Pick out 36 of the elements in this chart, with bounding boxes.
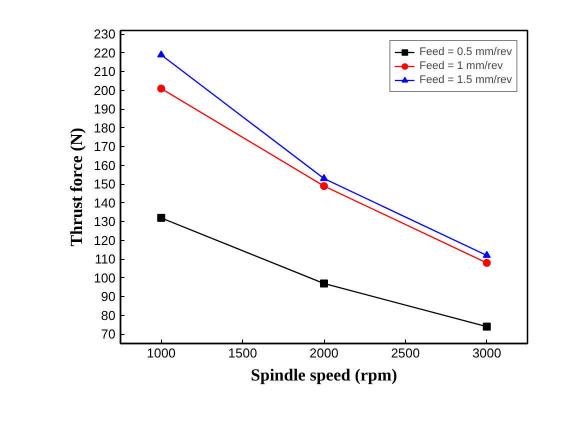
point [320,280,328,288]
y-tick-label: 190 [94,102,116,117]
legend-label: Feed = 1 mm/rev [419,59,503,73]
y-tick-label: 160 [94,158,116,173]
x-axis-title: Spindle speed (rpm) [250,366,398,384]
point [320,174,328,182]
legend-label: Feed = 0.5 mm/rev [419,45,512,59]
y-tick-label: 120 [94,232,116,248]
y-tick-label: 90 [101,289,116,304]
point [482,322,491,331]
y-tick-label: 130 [94,214,116,230]
y-tick-label: 170 [94,139,116,154]
x-tick-label: 2500 [390,346,420,360]
y-tick-label: 140 [94,195,116,210]
y-axis-title: Thrust force (N) [66,128,86,246]
point [482,250,491,258]
y-tick-label: 110 [94,252,116,267]
y-tick-label: 150 [94,176,116,192]
y-tick-label: 80 [101,308,116,323]
x-tick-label: 1000 [146,346,176,360]
point [157,214,166,222]
y-tick-label: 180 [94,120,116,136]
x-tick-label: 1500 [228,346,258,360]
point [157,84,166,93]
x-tick-label: 2000 [310,346,338,360]
point [320,182,328,190]
y-tick-label: 220 [94,45,116,60]
point [157,50,166,58]
y-tick-label: 100 [94,270,116,286]
y-tick-label: 230 [94,26,116,42]
point [482,258,491,267]
y-tick-label: 200 [94,82,116,98]
y-tick-label: 70 [101,326,116,342]
x-tick-label: 3000 [472,346,502,360]
legend-label: Feed = 1.5 mm/rev [419,73,512,87]
y-tick-label: 210 [94,64,116,80]
